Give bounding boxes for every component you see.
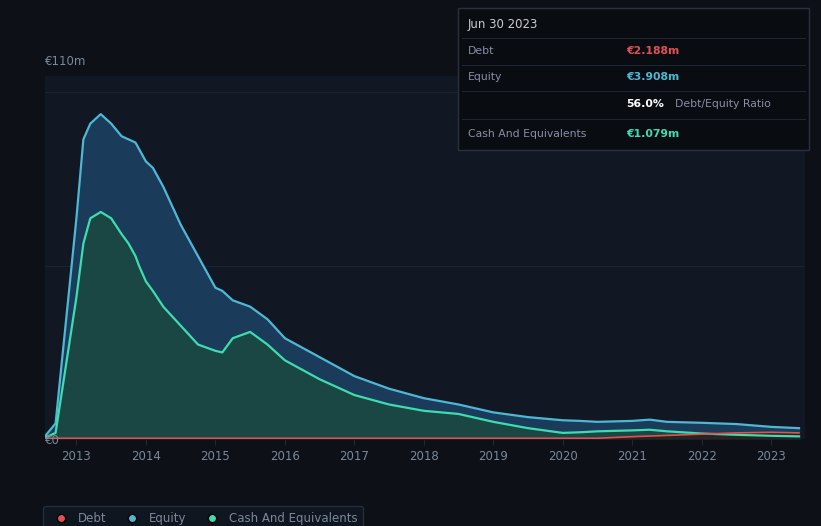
Text: €3.908m: €3.908m [626, 73, 680, 83]
Text: €110m: €110m [45, 55, 86, 68]
Text: Cash And Equivalents: Cash And Equivalents [468, 128, 586, 138]
Text: Equity: Equity [468, 73, 502, 83]
Text: €2.188m: €2.188m [626, 46, 680, 56]
Text: Debt/Equity Ratio: Debt/Equity Ratio [676, 99, 772, 109]
Text: €0: €0 [45, 434, 60, 447]
Legend: Debt, Equity, Cash And Equivalents: Debt, Equity, Cash And Equivalents [44, 507, 364, 526]
Text: 56.0%: 56.0% [626, 99, 664, 109]
Text: Jun 30 2023: Jun 30 2023 [468, 18, 539, 31]
Text: Debt: Debt [468, 46, 494, 56]
Text: €1.079m: €1.079m [626, 128, 680, 138]
